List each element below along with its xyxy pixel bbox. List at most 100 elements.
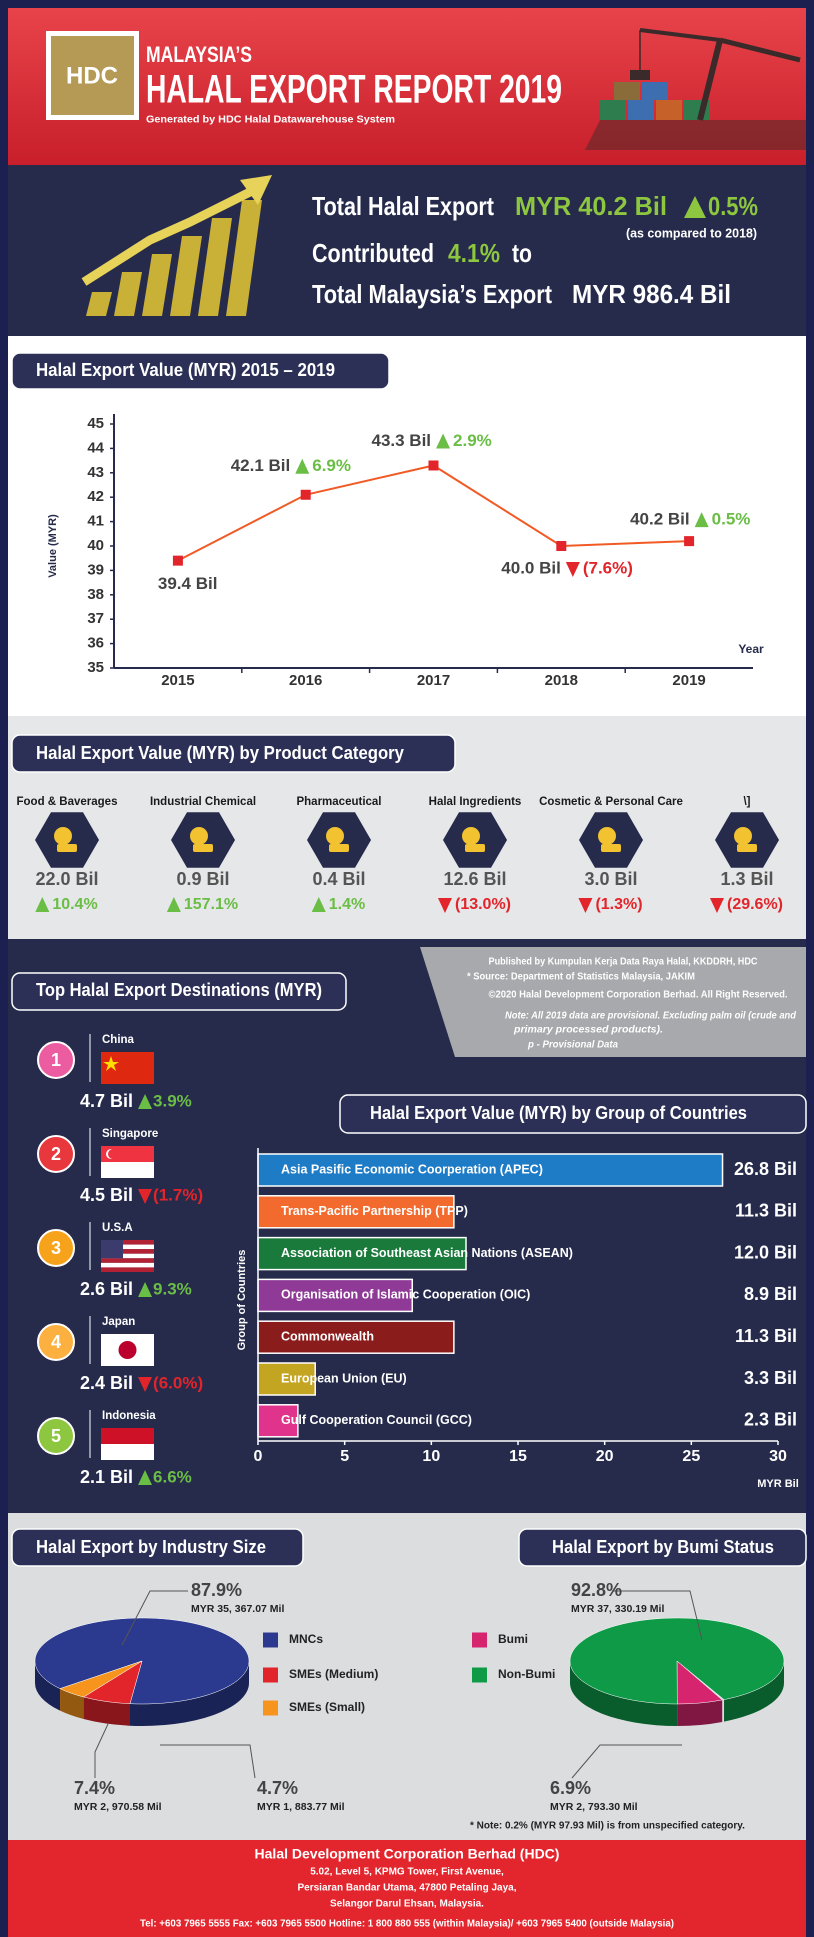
change-label: 1.4% [329,896,365,913]
rank-label: 2 [51,1144,61,1164]
total-change: 0.5% [708,191,758,221]
icon-glyph [57,844,77,852]
category-label: \] [743,796,750,808]
y-tick-label: 36 [87,635,104,652]
change-label: (7.6%) [583,558,633,577]
marker [173,556,183,566]
flag [101,1428,154,1444]
value-label: 4.7 Bil [80,1091,133,1111]
category-label: Cosmetic & Personal Care [539,796,683,808]
y-tick-label: 41 [87,513,104,530]
icon-glyph [598,827,616,845]
comparison: (as compared to 2018) [626,225,757,240]
value-label: 0.4 Bil [312,869,365,889]
value-label: 42.1 Bil [231,456,291,475]
chart-title: Halal Export Value (MYR) 2015 – 2019 [36,360,335,380]
icon-glyph [601,844,621,852]
legend-swatch [263,1701,278,1716]
body: HDC MALAYSIA’S HALAL EXPORT REPORT 2019 … [0,0,814,1937]
y-tick-label: 44 [87,439,104,456]
subtitle: Generated by HDC Halal Datawarehouse Sys… [146,115,395,126]
legend-label: SMEs (Medium) [289,1667,378,1681]
value-label: 12.6 Bil [443,869,506,889]
change-label: 0.5% [712,510,751,529]
icon-glyph [54,827,72,845]
flag-stripe [101,1258,154,1263]
malaysia-value: MYR 986.4 Bil [572,279,731,309]
malaysia-label: Total Malaysia’s Export [312,279,552,309]
change-label: 2.9% [453,431,492,450]
change-label: (29.6%) [727,896,783,913]
container [656,100,682,120]
marker [301,490,311,500]
category-label: Industrial Chemical [150,796,256,808]
logo-text: HDC [66,62,118,89]
chart-title: Halal Export by Bumi Status [552,1537,774,1557]
amount-label: MYR 37, 330.19 Mil [571,1603,664,1615]
flag-stripe [101,1263,154,1268]
category-label: Food & Baverages [17,796,118,808]
marker [556,541,566,551]
x-tick-label: 25 [682,1448,700,1465]
marker [429,460,439,470]
value-label: 2.1 Bil [80,1467,133,1487]
x-tick-label: 2018 [545,672,578,689]
footer-address: Persiaran Bandar Utama, 47800 Petaling J… [297,1883,516,1894]
legend-swatch [472,1633,487,1648]
chart-title: Halal Export Value (MYR) by Group of Cou… [370,1103,747,1123]
country-label: Indonesia [102,1410,156,1422]
value-label: 87.9% [191,1580,242,1600]
value-label: 7.4% [74,1778,115,1798]
pie-note: * Note: 0.2% (MYR 97.93 Mil) is from uns… [470,1821,745,1832]
change-label: 6.6% [153,1467,192,1486]
y-tick-label: 43 [87,464,104,481]
value-label: 12.0 Bil [734,1242,797,1262]
change-label: (6.0%) [153,1373,203,1392]
y-tick-label: 40 [87,537,104,554]
x-tick-label: 2015 [161,672,194,689]
change-label: 3.9% [153,1091,192,1110]
container [628,100,654,120]
rank-label: 3 [51,1238,61,1258]
legend-label: MNCs [289,1632,323,1646]
note-published: Published by Kumpulan Kerja Data Raya Ha… [489,957,758,968]
value-label: 2.4 Bil [80,1373,133,1393]
category-label: Organisation of Islamic Cooperation (OIC… [281,1288,530,1302]
chart-title: Halal Export by Industry Size [36,1537,266,1557]
footer-address: Selangor Darul Ehsan, Malaysia. [330,1899,484,1910]
value-label: 26.8 Bil [734,1159,797,1179]
y-axis-label: Group of Countries [236,1250,248,1351]
y-axis-label: Value (MYR) [47,514,59,578]
container [614,82,640,100]
amount-label: MYR 2, 970.58 Mil [74,1801,162,1813]
x-tick-label: 10 [422,1448,440,1465]
change-label: (1.3%) [595,896,642,913]
amount-label: MYR 1, 883.77 Mil [257,1801,345,1813]
change-label: (1.7%) [153,1185,203,1204]
title-line1: MALAYSIA’S [146,42,252,67]
container [600,100,626,120]
country-label: Japan [102,1316,135,1328]
value-label: 6.9% [550,1778,591,1798]
x-tick-label: 20 [596,1448,614,1465]
chart-title: Top Halal Export Destinations (MYR) [36,980,322,1000]
x-tick-label: 2016 [289,672,322,689]
category-label: Asia Pasific Economic Coorperation (APEC… [281,1162,543,1176]
legend-swatch [472,1668,487,1683]
icon-glyph [190,827,208,845]
note-source: * Source: Department of Statistics Malay… [467,972,695,983]
value-label: 43.3 Bil [372,431,432,450]
value-label: 3.3 Bil [744,1368,797,1388]
note-copyright: ©2020 Halal Development Corporation Berh… [489,990,788,1001]
x-tick-label: 15 [509,1448,527,1465]
flag-canton [101,1240,123,1258]
x-tick-label: 2019 [672,672,705,689]
crane-load [630,70,650,80]
x-tick-label: 0 [254,1448,263,1465]
value-label: 40.0 Bil [501,558,561,577]
flag-stripe [101,1267,154,1272]
change-label: 10.4% [52,896,97,913]
change-label: 9.3% [153,1279,192,1298]
total-value: MYR 40.2 Bil [515,191,667,221]
flag-moon [108,1149,118,1159]
